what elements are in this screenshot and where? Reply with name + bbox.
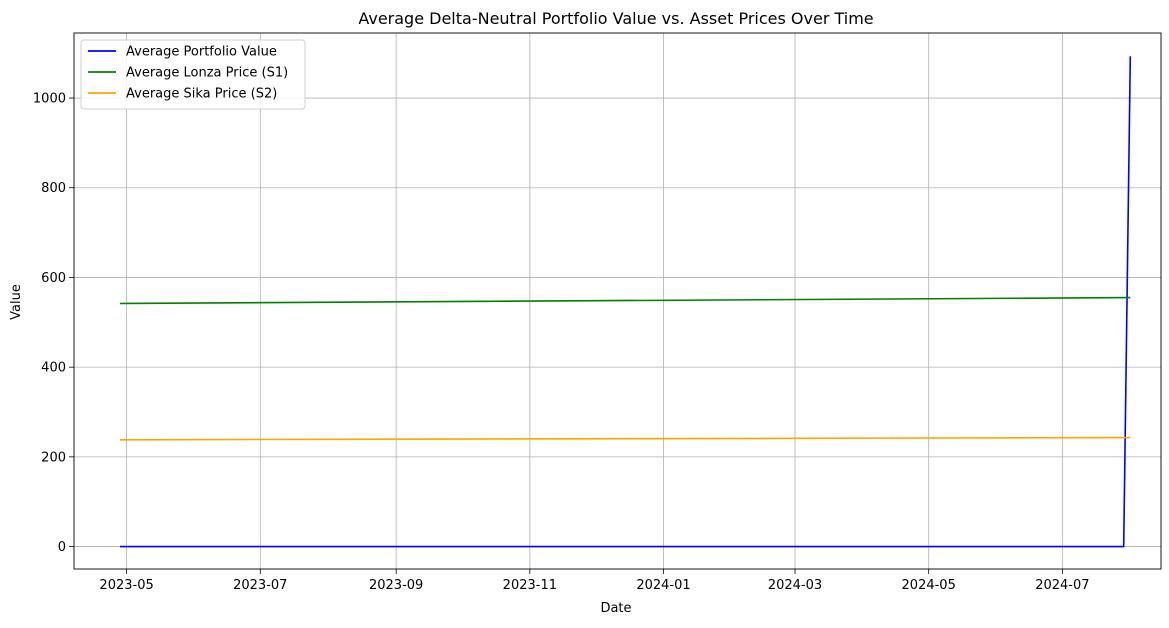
series-line-0 [120, 56, 1132, 548]
series-lines [119, 56, 1132, 548]
legend-label-0: Average Portfolio Value [126, 45, 277, 60]
series-line-1 [119, 296, 1131, 305]
x-axis-label: Date [600, 601, 631, 616]
x-tick-label: 2024-05 [902, 578, 956, 593]
legend: Average Portfolio Value Average Lonza Pri… [80, 39, 306, 110]
legend-label-2: Average Sika Price (S2) [126, 87, 277, 102]
plot-frame [73, 32, 1162, 570]
y-axis-label: Value [9, 284, 24, 320]
x-tick-label: 2023-05 [99, 578, 153, 593]
y-tick-label: 600 [41, 271, 66, 286]
x-tick-label: 2023-09 [369, 578, 423, 593]
y-tick-label: 1000 [33, 92, 66, 107]
y-tick-label: 0 [58, 540, 66, 555]
series-line-2 [119, 436, 1131, 441]
legend-box [80, 39, 306, 110]
axes: 2023-05 2023-07 2023-09 2023-11 2024-01 2024-… [33, 32, 1162, 593]
chart-title: Average Delta-Neutral Portfolio Value vs… [358, 9, 873, 28]
x-tick-label: 2024-03 [768, 578, 822, 593]
legend-label-1: Average Lonza Price (S1) [126, 66, 288, 81]
x-tick-label: 2023-11 [503, 578, 557, 593]
x-tick-label: 2024-07 [1035, 578, 1089, 593]
grid-lines [74, 33, 1161, 569]
x-tick-label: 2024-01 [636, 578, 690, 593]
y-tick-label: 800 [41, 181, 66, 196]
x-tick-label: 2023-07 [233, 578, 287, 593]
y-tick-label: 400 [41, 361, 66, 376]
y-tick-label: 200 [41, 450, 66, 465]
